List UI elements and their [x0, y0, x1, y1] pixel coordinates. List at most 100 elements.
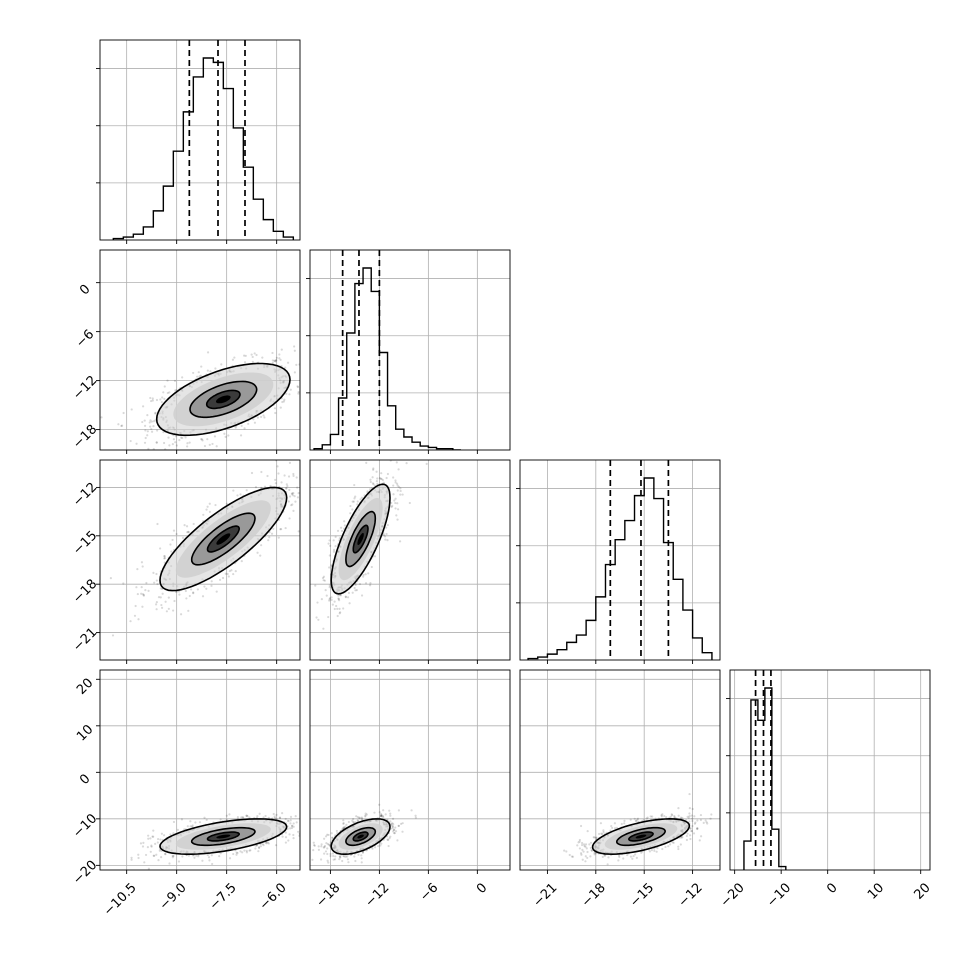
scatter-point: [353, 483, 356, 487]
scatter-point: [211, 862, 214, 866]
scatter-point: [278, 353, 281, 356]
scatter-point: [333, 607, 336, 611]
contour-line: [330, 483, 391, 595]
scatter-point: [221, 576, 225, 580]
scatter-point: [152, 854, 155, 857]
scatter-point: [327, 833, 330, 837]
contour-line: [190, 512, 256, 566]
scatter-point: [585, 847, 588, 850]
scatter-point: [356, 819, 359, 822]
scatter-point: [235, 851, 238, 854]
scatter-point: [289, 822, 292, 825]
scatter-point: [380, 815, 383, 818]
scatter-point: [671, 841, 674, 844]
scatter-point: [338, 537, 341, 540]
scatter-point: [364, 582, 368, 585]
panel-frame: [519, 669, 721, 871]
scatter-point: [692, 832, 696, 835]
scatter-point: [147, 447, 150, 450]
scatter-point: [691, 819, 694, 823]
scatter-point: [263, 485, 267, 488]
scatter-point: [241, 851, 244, 854]
scatter-point: [303, 813, 305, 815]
scatter-point: [133, 614, 137, 617]
scatter-point: [351, 508, 354, 511]
scatter-point: [589, 846, 592, 850]
x-tick-label: −20: [718, 880, 748, 910]
scatter-point: [324, 850, 328, 853]
scatter-point: [279, 528, 282, 531]
scatter-point: [661, 847, 664, 851]
scatter-point: [380, 814, 383, 817]
panel-content: [310, 250, 510, 450]
scatter-point: [397, 809, 400, 812]
scatter-point: [390, 501, 393, 505]
scatter-point: [259, 554, 262, 557]
scatter-point: [175, 532, 178, 536]
scatter-point: [346, 858, 349, 861]
scatter-point: [198, 375, 201, 378]
scatter-point: [255, 353, 258, 357]
x-tick-label: −10.5: [101, 880, 140, 919]
scatter-point: [332, 550, 336, 553]
scatter-point: [593, 836, 596, 839]
scatter-point: [655, 850, 658, 853]
scatter-point: [410, 809, 413, 812]
scatter-point: [166, 391, 169, 395]
scatter-point: [706, 822, 709, 825]
scatter-point: [159, 547, 162, 550]
scatter-point: [160, 856, 163, 859]
scatter-point: [571, 855, 575, 858]
scatter-point: [699, 813, 703, 817]
scatter-point: [598, 832, 601, 836]
scatter-point: [236, 494, 239, 497]
scatter-point: [602, 831, 605, 834]
scatter-point: [185, 597, 188, 600]
scatter-point: [393, 832, 396, 835]
scatter-point: [329, 544, 332, 547]
scatter-point: [183, 524, 186, 527]
scatter-point: [139, 842, 143, 845]
scatter-point: [143, 441, 147, 444]
scatter-point: [686, 815, 689, 818]
scatter-point: [154, 411, 157, 414]
scatter-point: [290, 826, 294, 830]
scatter-point: [316, 601, 319, 604]
scatter-point: [144, 853, 148, 857]
scatter-point: [245, 489, 248, 492]
scatter-point: [390, 505, 393, 509]
scatter-point: [615, 826, 618, 829]
scatter-point: [262, 414, 265, 417]
scatter-point: [673, 816, 676, 819]
scatter-point: [358, 817, 361, 820]
scatter-point: [358, 582, 362, 586]
scatter-point: [369, 581, 372, 585]
contour-line: [190, 826, 256, 847]
scatter-point: [609, 829, 612, 832]
panel-frame: [99, 669, 301, 871]
scatter-point: [150, 399, 153, 403]
panel-3-1: [309, 669, 511, 871]
panel-3-2: [519, 669, 721, 871]
scatter-point: [389, 812, 392, 815]
scatter-point: [394, 826, 397, 829]
scatter-point: [669, 815, 672, 818]
scatter-point: [357, 819, 360, 823]
scatter-point: [328, 539, 331, 542]
density-peak: [216, 533, 231, 545]
scatter-point: [201, 439, 204, 442]
scatter-point: [364, 815, 367, 818]
scatter-point: [690, 830, 693, 833]
scatter-point: [391, 826, 394, 830]
scatter-point: [681, 816, 684, 820]
scatter-point: [243, 361, 247, 364]
scatter-point: [704, 819, 707, 822]
scatter-point: [185, 525, 189, 528]
scatter-point: [635, 819, 638, 822]
scatter-point: [604, 854, 607, 857]
scatter-point: [211, 442, 214, 446]
scatter-point: [228, 569, 231, 573]
scatter-point: [323, 852, 326, 855]
scatter-point: [640, 851, 643, 854]
scatter-point: [344, 855, 347, 858]
